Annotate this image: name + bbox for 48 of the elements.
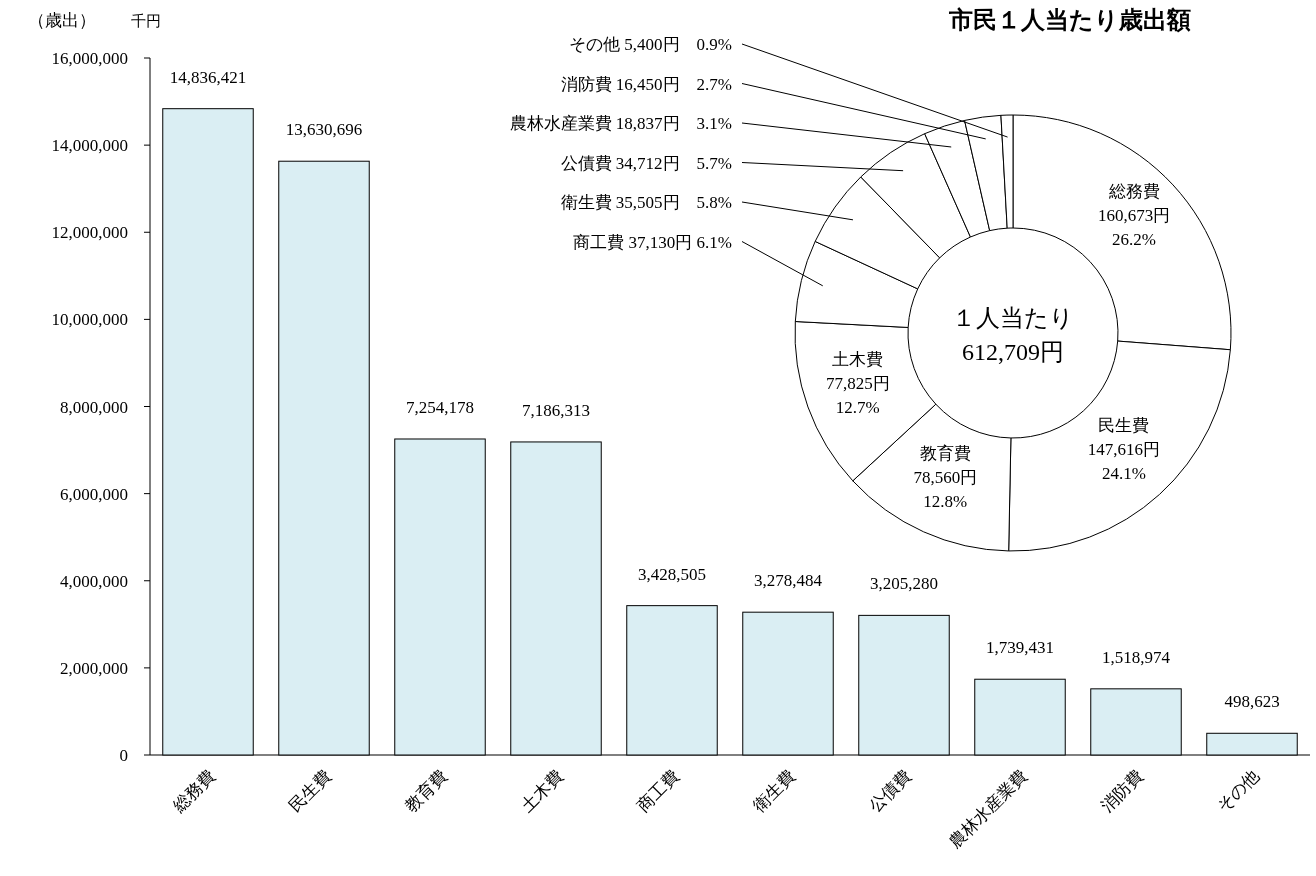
y-tick-label: 0 [119,746,128,765]
x-tick-label: 教育費 [401,766,451,816]
annotation: １人当たり [952,305,1074,331]
slice-label: その他 5,400円 0.9% [569,35,732,54]
data-label: 13,630,696 [285,120,363,140]
y-tick-label: 2,000,000 [60,658,128,678]
x-tick-label: 土木費 [517,766,567,816]
data-label: 7,254,178 [406,397,474,417]
x-tick-label: その他 [1213,766,1263,816]
slice-label: 民生費 [1098,416,1150,436]
data-label: 147,616円 24.1% [1087,440,1161,484]
slice-label: 消防費 16,450円 2.7% [560,74,732,94]
y-tick-label: 10,000,000 [51,310,128,330]
chart-title: 市民１人当たり歳出額 [948,6,1191,33]
data-label: 3,278,484 [754,571,823,591]
data-label: 77,825円 12.7% [825,374,890,417]
slice-label: 商工費 37,130円 6.1% [573,232,732,252]
data-label: 7,186,313 [522,400,590,420]
y-tick-label: 4,000,000 [60,571,128,591]
data-label: 1,739,431 [986,638,1054,658]
y-tick-label: 14,000,000 [51,136,128,156]
slice-label: 土木費 [832,350,884,369]
y-tick-label: 16,000,000 [51,49,128,68]
slice-label: 総務費 [1107,181,1160,201]
data-label: 3,205,280 [870,574,938,594]
slice-label: 衛生費 35,505円 5.8% [560,193,732,212]
x-tick-label: 民生費 [285,766,335,816]
data-label: 1,518,974 [1102,647,1171,667]
x-tick-label: 消防費 [1097,766,1147,816]
y-axis-title: （歳出） [28,11,96,30]
x-tick-label: 公債費 [865,766,915,816]
data-label: 160,673円 26.2% [1097,205,1171,249]
y-tick-label: 12,000,000 [51,223,128,243]
x-tick-label: 総務費 [168,766,219,817]
y-tick-label: 6,000,000 [60,484,128,504]
y-tick-label: 8,000,000 [60,397,128,417]
text: 千円 [131,13,161,29]
x-tick-label: 農林水産業費 [945,766,1031,852]
data-label: 3,428,505 [638,564,706,584]
x-tick-label: 商工費 [633,766,683,816]
x-tick-label: 衛生費 [749,766,799,816]
data-label: 78,560円 12.8% [913,468,978,512]
data-label: 14,836,421 [169,67,247,87]
annotation: 612,709円 [962,339,1064,365]
data-label: 498,623 [1224,692,1280,712]
slice-label: 教育費 [919,444,971,464]
slice-label: 農林水産業費 18,837円 3.1% [509,114,732,133]
slice-label: 公債費 34,712円 5.7% [560,153,732,173]
